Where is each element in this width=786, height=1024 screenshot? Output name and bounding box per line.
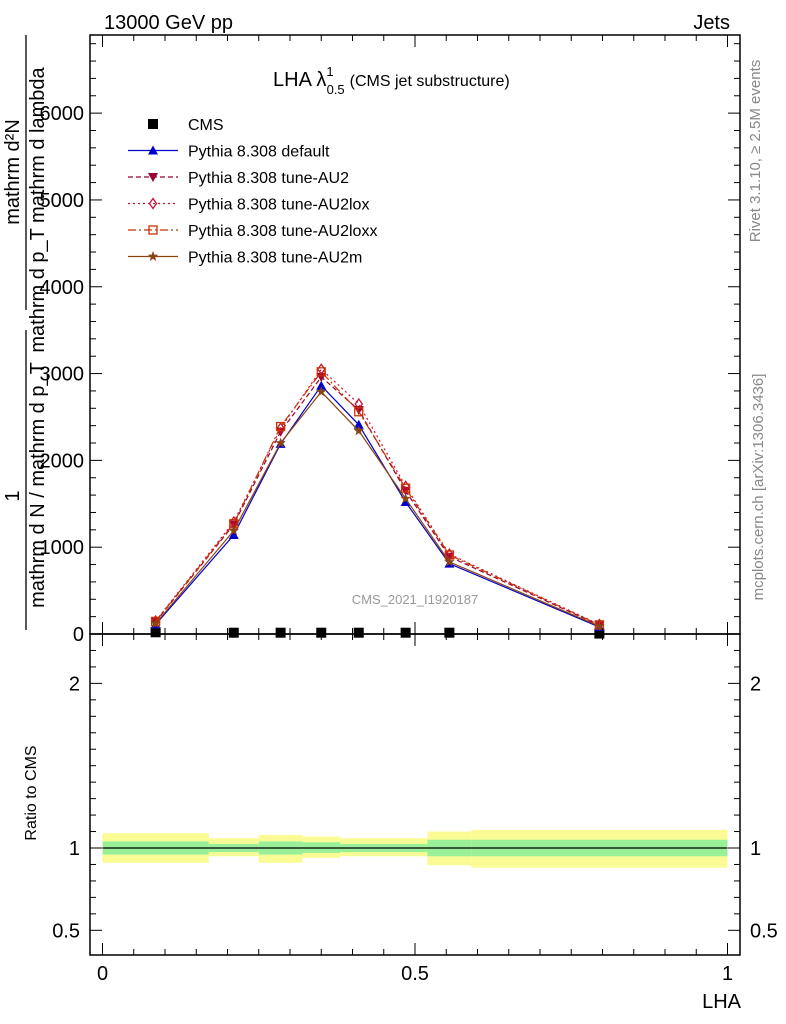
watermark-label: CMS_2021_I1920187 [352, 592, 479, 607]
ylabel-top-numerator: mathrm d²N [2, 119, 24, 225]
data-point [353, 425, 364, 436]
legend-entry: Pythia 8.308 default [128, 144, 330, 161]
series-line [155, 368, 600, 626]
main-panel: 0 1000 2000 3000 4000 5000 6000 LHA λ1 0.5 (CMS … [40, 34, 741, 646]
ratio-y-tick-label: 0.5 [52, 920, 80, 942]
y-tick-label: 3000 [40, 364, 85, 386]
ratio-data-layer [102, 829, 728, 868]
legend-entry: Pythia 8.308 tune-AU2 [128, 170, 349, 187]
data-point [353, 627, 364, 638]
mcplots-label: mcplots.cern.ch [arXiv:1306.3436] [750, 374, 767, 601]
y-tick-label: 5000 [40, 190, 85, 212]
ylabel-bottom-denominator: mathrm d N / mathrm d p_T [27, 362, 49, 608]
x-tick-label: 0 [97, 963, 108, 985]
series-pythia-8-308-tune-au2lox [151, 363, 604, 631]
data-point [228, 525, 239, 536]
data-point [276, 422, 285, 435]
data-point [275, 421, 286, 432]
data-point [594, 620, 605, 631]
ratio-y-tick-label-right: 2 [750, 673, 761, 695]
data-point [400, 497, 411, 507]
series-pythia-8-308-tune-au2m [150, 386, 605, 631]
data-point [444, 627, 455, 638]
data-point [316, 367, 326, 377]
legend-marker [148, 173, 158, 182]
x-axis-label: LHA [702, 991, 742, 1013]
series-line [155, 370, 600, 626]
ratio-y-tick-label: 1 [69, 838, 80, 860]
data-point [353, 419, 364, 429]
legend-marker [148, 119, 158, 129]
legend-label: Pythia 8.308 tune-AU2lox [188, 197, 369, 214]
data-point [150, 618, 161, 629]
legend-entry: CMS [148, 117, 224, 134]
ratio-frame [89, 633, 741, 956]
series-line [155, 390, 600, 627]
ratio-y-tick-label-right: 0.5 [750, 920, 778, 942]
series-cms [150, 627, 605, 639]
data-point [275, 437, 286, 448]
x-tick-label: 1 [722, 963, 733, 985]
ratio-axis-ticks: 0.5 0.5 1 1 2 2 0 0.5 1 [52, 634, 778, 985]
y-tick-label: 4000 [40, 277, 85, 299]
data-point [275, 627, 286, 638]
data-point [316, 386, 327, 397]
ratio-y-tick-label: 2 [69, 673, 80, 695]
x-tick-label: 0.5 [401, 963, 429, 985]
series-line [155, 376, 600, 626]
data-point [400, 493, 411, 504]
series-line [155, 384, 600, 628]
legend: CMS Pythia 8.308 default Pythia 8.308 tune… [128, 117, 377, 267]
data-point [228, 530, 239, 540]
header-right: Jets [693, 12, 730, 34]
y-tick-label: 2000 [40, 450, 85, 472]
ratio-ylabel: Ratio to CMS [23, 745, 40, 840]
legend-marker [148, 225, 158, 235]
legend-marker [148, 145, 158, 155]
y-tick-label: 6000 [40, 103, 85, 125]
data-point [316, 380, 327, 390]
legend-label: Pythia 8.308 tune-AU2 [188, 170, 349, 187]
y-tick-label: 1000 [40, 537, 85, 559]
rivet-label: Rivet 3.1.10, ≥ 2.5M events [747, 60, 764, 243]
data-point [354, 397, 364, 411]
header-left: 13000 GeV pp [104, 12, 233, 34]
plot-title: LHA λ1 0.5 (CMS jet substructure) [273, 64, 510, 97]
data-point [400, 483, 411, 493]
data-point [400, 627, 411, 638]
legend-label: Pythia 8.308 tune-AU2loxx [188, 223, 377, 240]
legend-entry: Pythia 8.308 tune-AU2loxx [128, 223, 377, 240]
data-point [354, 407, 364, 417]
main-ylabel: mathrm d²N mathrm d p_T mathrm d lambda … [2, 35, 49, 630]
legend-marker [147, 251, 159, 261]
ylabel-top-denominator: mathrm d p_T mathrm d lambda [27, 66, 49, 352]
legend-entry: Pythia 8.308 tune-AU2lox [128, 197, 369, 214]
legend-entry: Pythia 8.308 tune-AU2m [128, 250, 362, 267]
legend-marker [148, 197, 158, 210]
y-tick-label: 0 [73, 624, 84, 646]
ratio-y-tick-label-right: 1 [750, 838, 761, 860]
legend-label: CMS [188, 117, 224, 134]
data-point [150, 627, 161, 638]
ratio-panel: 0.5 0.5 1 1 2 2 0 0.5 1 [52, 633, 778, 985]
legend-label: Pythia 8.308 default [188, 144, 330, 161]
main-axis-ticks: 0 1000 2000 3000 4000 5000 6000 [40, 35, 740, 646]
ylabel-bottom-numerator: 1 [2, 490, 24, 501]
legend-label: Pythia 8.308 tune-AU2m [188, 250, 362, 267]
data-point [444, 556, 455, 567]
series-pythia-8-308-tune-au2loxx [150, 367, 605, 630]
data-point [228, 627, 239, 638]
main-data-layer [150, 363, 605, 639]
